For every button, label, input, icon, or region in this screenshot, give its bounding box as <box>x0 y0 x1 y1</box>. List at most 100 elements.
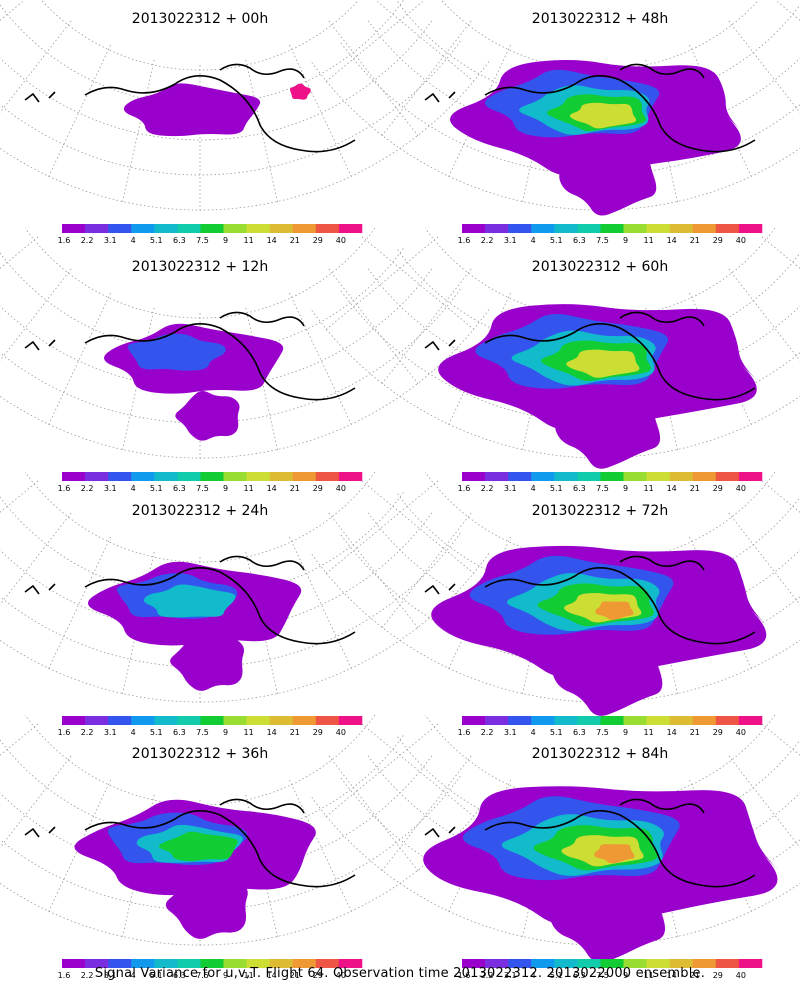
longitude-line <box>47 292 111 428</box>
colorbar-swatch <box>315 716 340 725</box>
colorbar: 1.6 2.2 3.1 4 5.1 6.3 7.5 9 11 14 21 29 40 <box>58 716 363 737</box>
latitude-circle <box>0 61 490 211</box>
panel-title: 2013022312 + 60h <box>532 259 668 275</box>
latitude-circle <box>367 755 800 876</box>
map-panel: 2013022312 + 48h 1.6 2.2 3.1 4 5.1 6.3 7.5 9 11 14… <box>310 0 800 245</box>
colorbar-label: 7.5 <box>196 971 209 980</box>
longitude-line <box>0 723 39 756</box>
colorbar-label: 1.6 <box>58 971 71 980</box>
colorbar-label: 21 <box>290 971 300 980</box>
colorbar-label: 1.6 <box>58 728 71 737</box>
coastline-path <box>619 798 705 814</box>
longitude-line <box>328 512 420 631</box>
colorbar-swatch <box>108 716 132 725</box>
colorbar-label: 7.5 <box>196 484 209 493</box>
colorbar-label: 11 <box>644 484 654 493</box>
map-panel: 2013022312 + 60h 1.6 2.2 3.1 4 5.1 6.3 7.5 9 11 14… <box>310 227 800 493</box>
colorbar-label: 11 <box>244 971 254 980</box>
colorbar-swatch <box>246 224 270 233</box>
colorbar-label: 3.1 <box>504 484 517 493</box>
longitude-line <box>728 512 800 606</box>
variance-contour <box>165 871 248 939</box>
colorbar-swatch <box>154 224 178 233</box>
colorbar-swatch <box>85 224 109 233</box>
colorbar-swatch <box>669 959 694 968</box>
colorbar: 1.6 2.2 3.1 4 5.1 6.3 7.5 9 11 14 21 29 40 <box>58 472 363 493</box>
colorbar-swatch <box>600 224 624 233</box>
colorbar-swatch <box>131 224 155 233</box>
colorbar-swatch <box>485 716 509 725</box>
colorbar-label: 14 <box>667 971 677 980</box>
colorbar-label: 9 <box>223 236 228 245</box>
colorbar-label: 9 <box>623 971 628 980</box>
colorbar-label: 29 <box>313 484 323 493</box>
colorbar-swatch <box>85 959 109 968</box>
variance-contour <box>552 621 663 716</box>
colorbar-label: 1.6 <box>458 236 471 245</box>
colorbar-swatch <box>646 716 670 725</box>
latitude-circle <box>0 288 461 424</box>
colorbar-swatch <box>646 472 670 481</box>
coastline-path <box>24 583 56 595</box>
latitude-circle <box>0 775 461 911</box>
variance-contour <box>594 844 635 864</box>
coastline-path <box>219 311 305 327</box>
longitude-line <box>380 755 472 874</box>
colorbar-swatch <box>108 472 132 481</box>
colorbar-swatch <box>554 224 578 233</box>
colorbar-swatch <box>62 224 86 233</box>
colorbar-swatch <box>623 472 647 481</box>
colorbar-swatch <box>154 472 178 481</box>
figure-caption: Signal Variance for u,v,T. Flight 64. Ob… <box>94 966 706 981</box>
longitude-line <box>289 536 353 672</box>
colorbar-label: 6.3 <box>573 236 586 245</box>
colorbar-swatch <box>62 472 86 481</box>
coastline-path <box>219 63 305 79</box>
colorbar-swatch <box>131 716 155 725</box>
panel-title: 2013022312 + 72h <box>532 503 668 519</box>
colorbar-label: 21 <box>690 236 700 245</box>
colorbar-label: 6.3 <box>573 971 586 980</box>
longitude-line <box>0 236 39 269</box>
colorbar-label: 40 <box>336 728 346 737</box>
coastline-path <box>84 810 356 888</box>
colorbar-swatch <box>223 224 247 233</box>
colorbar-swatch <box>292 959 317 968</box>
colorbar-swatch <box>269 716 294 725</box>
colorbar-swatch <box>738 472 763 481</box>
colorbar-swatch <box>200 716 224 725</box>
colorbar-label: 1.6 <box>58 484 71 493</box>
colorbar-swatch <box>131 959 155 968</box>
colorbar-swatch <box>554 959 578 968</box>
longitude-line <box>47 44 111 180</box>
longitude-line <box>380 20 472 139</box>
colorbar-label: 21 <box>690 971 700 980</box>
colorbar-label: 6.3 <box>173 236 186 245</box>
longitude-line <box>380 268 472 387</box>
colorbar-swatch <box>715 472 740 481</box>
colorbar-label: 7.5 <box>596 236 609 245</box>
colorbar-label: 11 <box>244 728 254 737</box>
colorbar-label: 14 <box>667 484 677 493</box>
longitude-line <box>361 480 477 576</box>
variance-contour <box>549 862 666 963</box>
colorbar-label: 40 <box>336 971 346 980</box>
colorbar-swatch <box>292 716 317 725</box>
panel-title: 2013022312 + 36h <box>132 746 268 762</box>
colorbar-swatch <box>669 716 694 725</box>
longitude-line <box>289 44 353 180</box>
colorbar-label: 40 <box>736 236 746 245</box>
variance-contour <box>555 379 661 469</box>
coastline-path <box>84 567 356 645</box>
colorbar-swatch <box>669 224 694 233</box>
longitude-line <box>374 0 477 84</box>
colorbar-swatch <box>531 959 555 968</box>
coastline-path <box>24 339 56 351</box>
map-panel: 2013022312 + 24h 1.6 2.2 3.1 4 5.1 6.3 7.5 9 11 14… <box>0 471 490 737</box>
colorbar-swatch <box>200 224 224 233</box>
colorbar-label: 2.2 <box>481 484 494 493</box>
colorbar-swatch <box>646 224 670 233</box>
colorbar-label: 1.6 <box>58 236 71 245</box>
colorbar-label: 4 <box>131 484 136 493</box>
colorbar-swatch <box>338 716 363 725</box>
